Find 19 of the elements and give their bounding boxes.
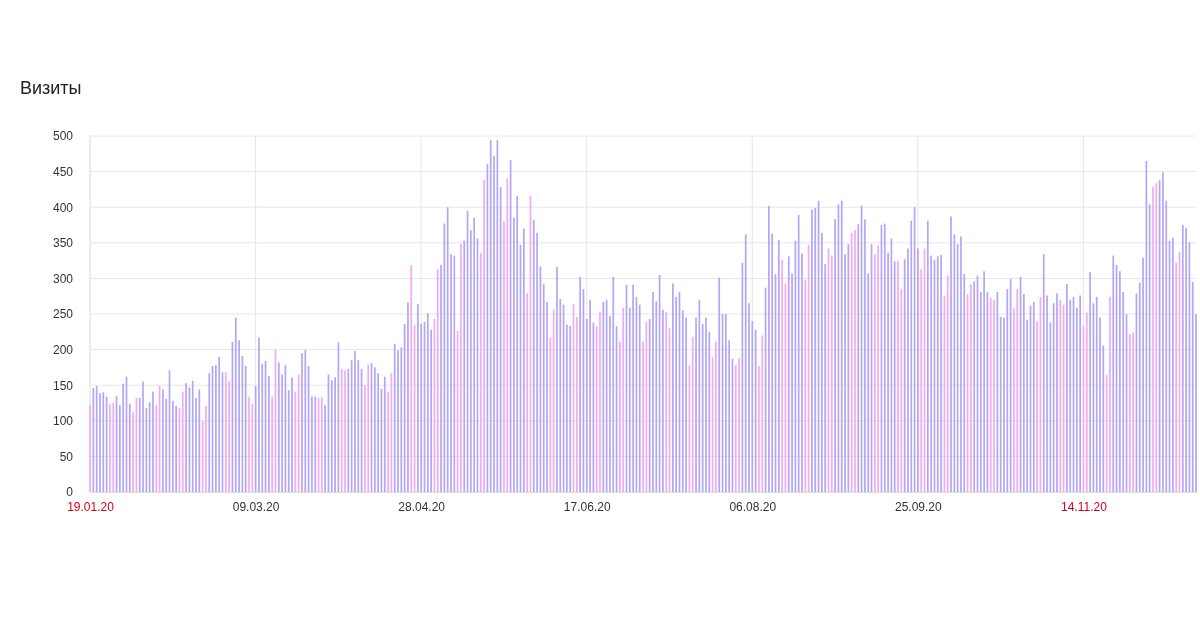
- x-tick-label: 25.09.20: [894, 499, 943, 514]
- y-tick-label: 450: [52, 164, 74, 179]
- y-tick-label: 200: [52, 342, 74, 357]
- x-tick-label: 28.04.20: [398, 499, 446, 514]
- y-tick-label: 50: [59, 449, 74, 464]
- x-tick-label: 09.03.20: [232, 499, 280, 514]
- x-tick-label: 17.06.20: [563, 499, 611, 514]
- x-tick-label: 06.08.20: [729, 499, 777, 514]
- y-tick-label: 150: [52, 378, 74, 393]
- x-tick-label: 19.01.20: [67, 499, 115, 514]
- y-tick-label: 100: [52, 414, 74, 429]
- y-tick-label: 500: [52, 129, 74, 144]
- y-tick-label: 250: [52, 307, 74, 322]
- y-tick-label: 300: [52, 271, 74, 286]
- chart-title: Визиты: [20, 78, 82, 98]
- y-tick-label: 400: [52, 200, 74, 215]
- y-tick-label: 0: [66, 485, 74, 500]
- y-tick-label: 350: [52, 236, 74, 251]
- x-tick-label: 14.11.20: [1061, 499, 1108, 514]
